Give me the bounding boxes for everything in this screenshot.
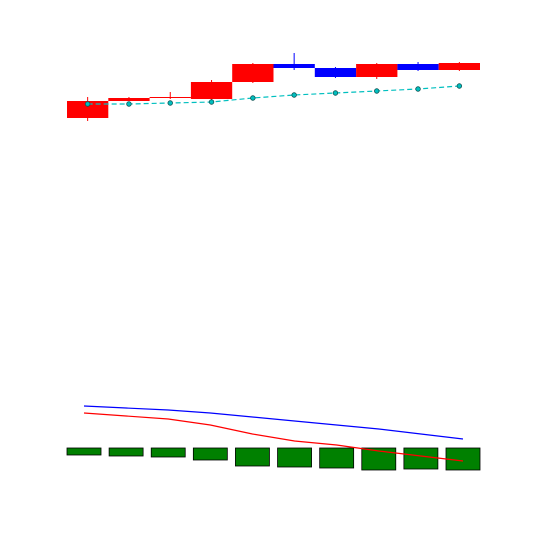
marker	[84, 101, 91, 107]
marker	[126, 101, 132, 107]
marker	[332, 90, 339, 96]
candle-body	[397, 64, 439, 70]
candle-body	[67, 101, 109, 118]
bar	[235, 447, 270, 467]
marker	[208, 99, 215, 105]
candle-body	[108, 98, 150, 101]
candle-body	[273, 64, 315, 68]
marker	[374, 88, 380, 94]
candle-body	[190, 82, 233, 99]
marker	[415, 86, 421, 92]
line-series	[87, 85, 460, 105]
candle-body	[314, 68, 357, 77]
bar	[361, 447, 397, 471]
candle-body	[438, 63, 480, 70]
bar	[319, 447, 355, 469]
marker	[456, 83, 463, 89]
line-series	[83, 412, 464, 462]
marker	[167, 100, 173, 106]
bar	[108, 447, 144, 457]
marker	[291, 92, 297, 98]
bar	[150, 447, 186, 458]
bar	[192, 447, 228, 461]
candle-body	[232, 64, 274, 82]
marker	[250, 95, 256, 101]
bar	[277, 447, 312, 468]
bar	[66, 447, 102, 456]
candle-body	[149, 97, 191, 98]
line-series	[83, 405, 464, 440]
bar	[403, 447, 439, 470]
candle-body	[356, 64, 398, 77]
